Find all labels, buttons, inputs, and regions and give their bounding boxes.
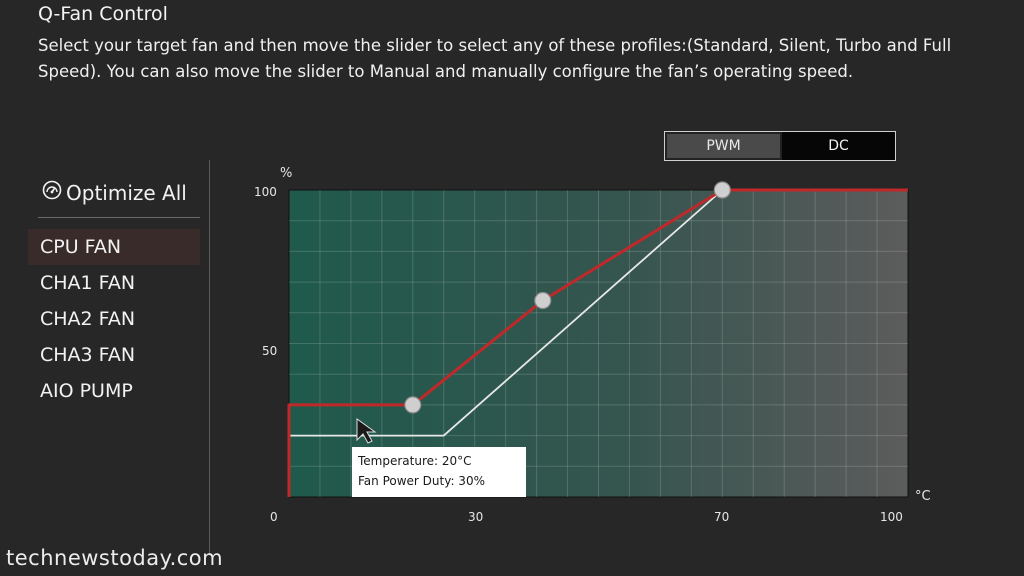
fan-item-cha1-fan[interactable]: CHA1 FAN [40,272,136,294]
fan-item-aio-pump[interactable]: AIO PUMP [40,380,133,402]
curve-control-point[interactable] [713,181,731,199]
chart-control-points [404,181,731,414]
page-description: Select your target fan and then move the… [38,36,952,81]
x-tick-0: 0 [270,510,278,524]
curve-control-point[interactable] [404,396,422,414]
x-axis-unit: °C [915,489,931,504]
sidebar-separator [209,160,210,555]
optimize-all-button[interactable]: Optimize All [42,180,187,205]
chart-series [287,188,908,497]
optimize-all-label: Optimize All [66,180,187,205]
fan-curve-line [287,188,908,497]
fan-list: CPU FAN CHA1 FAN CHA2 FAN CHA3 FAN AIO P… [28,229,200,409]
x-tick-70: 70 [714,510,730,524]
gauge-icon [42,180,62,205]
fan-item-cha2-fan[interactable]: CHA2 FAN [40,308,136,330]
sidebar-divider [38,217,200,218]
reference-curve-line [289,189,723,437]
pwm-mode-button[interactable]: PWM [665,132,782,160]
tooltip-temperature: Temperature: 20°C [358,454,472,468]
chart-grid [289,190,908,497]
y-tick-50: 50 [262,344,278,358]
mode-toggle: PWM DC [664,131,896,161]
curve-control-point[interactable] [534,291,552,310]
fan-item-cpu-fan[interactable]: CPU FAN [28,229,200,265]
x-tick-100: 100 [880,510,903,524]
point-tooltip: Temperature: 20°C Fan Power Duty: 30% [352,447,526,497]
x-tick-30: 30 [468,510,484,524]
y-tick-100: 100 [254,185,277,199]
y-axis-unit: % [280,166,293,181]
page-title: Q-Fan Control [38,3,168,25]
cursor-arrow-icon [356,418,377,444]
watermark-text: technewstoday.com [6,546,224,570]
dc-mode-button[interactable]: DC [782,132,895,160]
chart-plot-area [288,189,909,498]
fan-item-cha3-fan[interactable]: CHA3 FAN [40,344,136,366]
tooltip-duty: Fan Power Duty: 30% [358,474,485,488]
